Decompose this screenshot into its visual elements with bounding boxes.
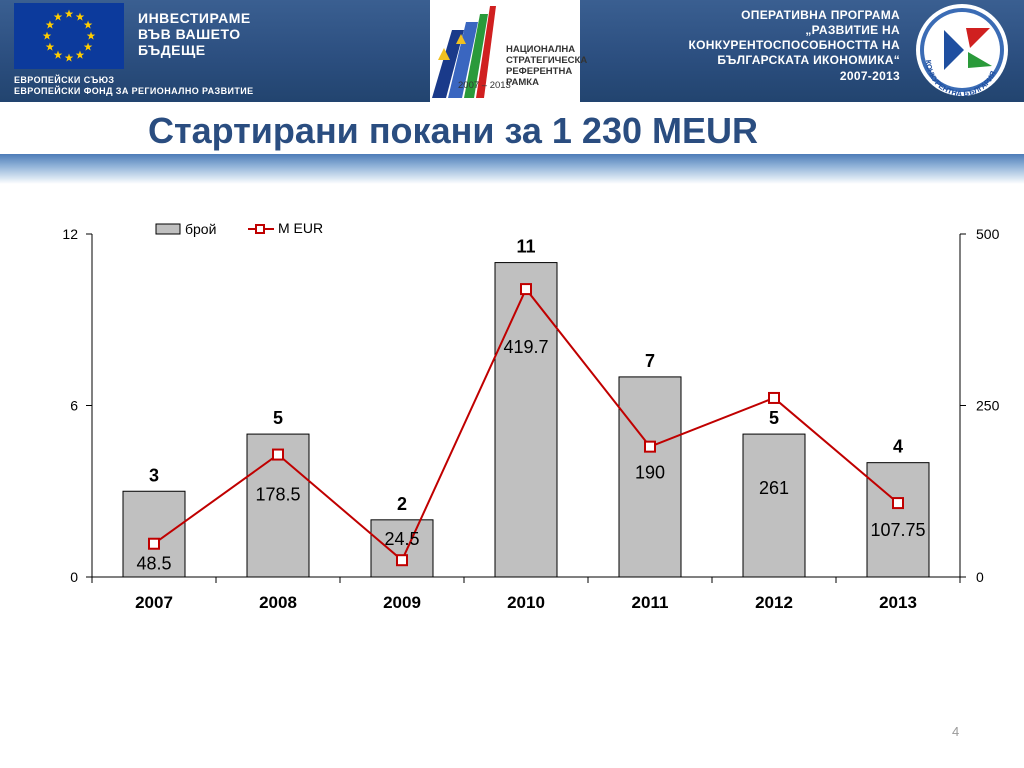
line-marker-2010 <box>520 283 532 296</box>
bar-value-label: 11 <box>516 237 535 257</box>
legend-label-bars: брой <box>185 221 216 237</box>
legend-marker-meur <box>255 224 265 234</box>
op-title-line: 2007-2013 <box>839 69 900 83</box>
bar-2009 <box>370 519 434 578</box>
nsrf-logo-icon <box>432 6 496 98</box>
nsrf-text-line: РЕФЕРЕНТНА РАМКА <box>506 66 573 88</box>
eu-star <box>75 12 85 21</box>
op-title-line: КОНКУРЕНТОСПОСОБНОСТТА НА <box>688 38 900 52</box>
bar-2013 <box>866 462 930 578</box>
eu-star <box>75 50 85 59</box>
eu-star <box>45 42 55 51</box>
bar-2012 <box>742 433 806 578</box>
eu-fund-line: ЕВРОПЕЙСКИ ФОНД ЗА РЕГИОНАЛНО РАЗВИТИЕ <box>14 86 254 96</box>
y-tick-label-right: 0 <box>976 569 984 585</box>
line-marker-2007 <box>148 537 160 550</box>
legend-label-meur: M EUR <box>278 220 323 236</box>
bar-value-label: 7 <box>645 351 655 371</box>
legend-swatch-bars <box>155 223 181 235</box>
bar-2007 <box>122 490 186 578</box>
y-tick-label-left: 6 <box>70 398 78 414</box>
line-value-label: 24.5 <box>384 529 419 549</box>
eu-flag-icon <box>14 3 124 69</box>
line-value-label: 419.7 <box>503 337 548 357</box>
eu-star <box>64 53 74 62</box>
line-marker-2012 <box>768 391 780 404</box>
x-tick-label: 2013 <box>879 593 917 612</box>
bar-2011 <box>618 376 682 578</box>
eu-star <box>53 50 63 59</box>
eu-motto-line: БЪДЕЩЕ <box>138 42 206 58</box>
bar-value-label: 3 <box>149 465 159 485</box>
line-value-label: 190 <box>635 463 665 483</box>
chart: 0 6 12 0 250 500 2007 2008 2009 2010 2011 2012 2013 3… <box>62 220 1000 612</box>
bar-value-label: 5 <box>273 408 283 428</box>
slide-title: Стартирани покани за 1 230 MEUR <box>148 110 758 151</box>
bar-value-label: 4 <box>893 437 903 457</box>
eu-star <box>83 42 93 51</box>
line-marker-2011 <box>644 440 656 453</box>
line-marker-2009 <box>396 554 408 567</box>
line-value-label: 178.5 <box>255 485 300 505</box>
line-value-label: 107.75 <box>870 520 925 540</box>
line-marker-2008 <box>272 448 284 461</box>
title-divider <box>0 154 1024 184</box>
op-title-line: БЪЛГАРСКАТА ИКОНОМИКА“ <box>717 53 900 67</box>
eu-star <box>53 12 63 21</box>
y-tick-label-left: 12 <box>62 226 78 242</box>
op-title-line: ОПЕРАТИВНА ПРОГРАМА <box>741 8 900 22</box>
eu-motto-line: ИНВЕСТИРАМЕ <box>138 10 251 26</box>
y-tick-label-right: 500 <box>976 226 1000 242</box>
line-marker-2013 <box>892 497 904 510</box>
eu-star <box>86 31 96 40</box>
x-tick-label: 2012 <box>755 593 793 612</box>
x-tick-label: 2010 <box>507 593 545 612</box>
eu-star <box>64 9 74 18</box>
bar-value-label: 5 <box>769 408 779 428</box>
nsrf-logo: НАЦИОНАЛНА СТРАТЕГИЧЕСКА РЕФЕРЕНТНА РАМК… <box>430 0 587 102</box>
eu-star <box>42 31 52 40</box>
bar-2010 <box>494 262 558 578</box>
y-tick-label-left: 0 <box>70 569 78 585</box>
header-banner: ИНВЕСТИРАМЕ ВЪВ ВАШЕТО БЪДЕЩЕ ЕВРОПЕЙСКИ… <box>0 0 1024 102</box>
eu-fund-line: ЕВРОПЕЙСКИ СЪЮЗ <box>14 75 115 85</box>
eu-star <box>83 20 93 29</box>
line-value-label: 48.5 <box>136 554 171 574</box>
nsrf-text-line: НАЦИОНАЛНА <box>506 44 576 55</box>
line-value-label: 261 <box>759 478 789 498</box>
bar-value-label: 2 <box>397 494 407 514</box>
x-tick-label: 2009 <box>383 593 421 612</box>
eu-star <box>45 20 55 29</box>
op-title-line: „РАЗВИТИЕ НА <box>805 23 900 37</box>
nsrf-text-line: 2007 – 2013 <box>458 80 511 91</box>
x-tick-label: 2011 <box>632 593 669 612</box>
op-competitiveness-logo-icon: КОНКУРЕНТНА БЪЛГАРИЯ <box>916 4 1008 98</box>
x-tick-label: 2008 <box>259 593 297 612</box>
x-tick-label: 2007 <box>135 593 173 612</box>
page-number: 4 <box>952 724 960 739</box>
nsrf-text-line: СТРАТЕГИЧЕСКА <box>506 55 588 66</box>
y-tick-label-right: 250 <box>976 398 1000 414</box>
eu-motto-line: ВЪВ ВАШЕТО <box>138 26 241 42</box>
